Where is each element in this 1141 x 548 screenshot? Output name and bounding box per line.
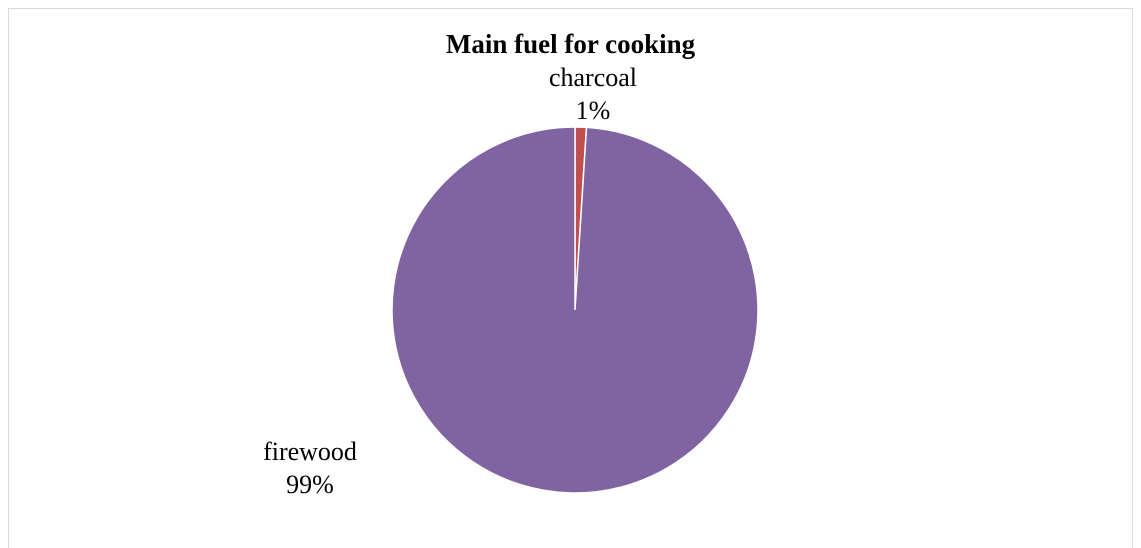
pie-labels: charcoal 1% firewood 99% (263, 63, 637, 499)
slice-label-firewood: firewood 99% (263, 437, 357, 499)
slice-label-charcoal: charcoal 1% (549, 63, 637, 125)
chart-title: Main fuel for cooking (445, 29, 696, 59)
pie-slices (391, 126, 759, 494)
pie-slice-firewood (391, 126, 759, 494)
